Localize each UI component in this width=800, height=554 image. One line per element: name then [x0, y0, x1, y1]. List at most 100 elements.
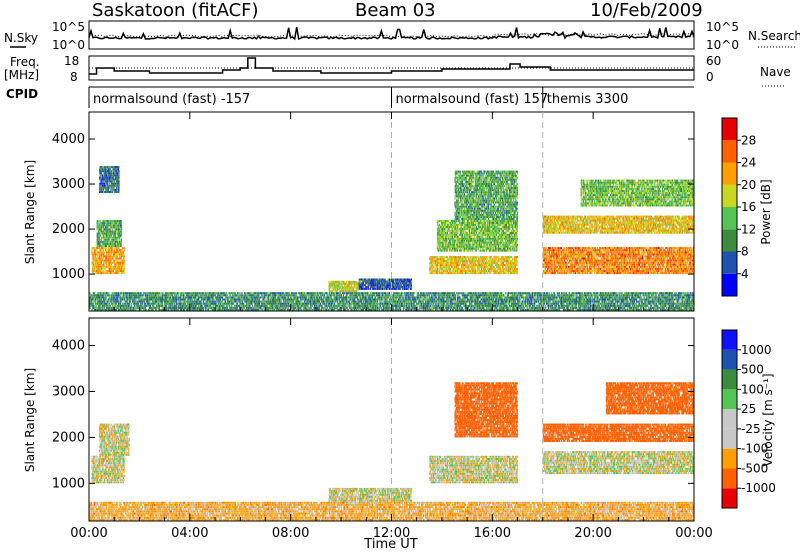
power-echo-cell — [112, 247, 113, 249]
power-echo-cell — [119, 237, 120, 239]
power-echo-cell — [121, 226, 122, 228]
power-echo-cell — [102, 174, 103, 176]
power-echo-cell — [105, 226, 106, 228]
power-echo-cell — [121, 245, 122, 247]
power-echo-cell — [117, 255, 118, 257]
power-echo-cell — [121, 222, 122, 224]
power-echo-cell — [119, 272, 120, 274]
power-echo-cell — [97, 222, 98, 224]
power-echo-cell — [95, 247, 96, 249]
power-echo-cell — [110, 237, 111, 239]
power-echo-cell — [99, 189, 100, 191]
power-echo-cell — [116, 228, 117, 230]
power-echo-cell — [116, 241, 117, 243]
power-echo-cell — [120, 233, 121, 235]
noise-tick-right-bottom: 10^0 — [706, 38, 739, 52]
power-echo-cell — [99, 255, 100, 257]
power-echo-cell — [116, 253, 117, 255]
power-echo-cell — [105, 170, 106, 172]
power-echo-cell — [119, 231, 120, 233]
power-echo-cell — [97, 249, 98, 251]
power-echo-cell — [105, 268, 106, 270]
power-echo-cell — [102, 251, 103, 253]
power-echo-cell — [116, 231, 117, 233]
power-echo-cell — [97, 220, 98, 222]
power-echo-cell — [114, 224, 115, 226]
power-echo-cell — [113, 258, 114, 260]
power-echo-cell — [97, 245, 98, 247]
power-echo-cell — [104, 245, 105, 247]
power-echo-cell — [124, 272, 125, 274]
power-echo-cell — [121, 239, 122, 241]
power-echo-cell — [106, 247, 107, 249]
power-echo-cell — [112, 228, 113, 230]
power-echo-cell — [116, 224, 117, 226]
power-echo-cell — [124, 258, 125, 260]
power-echo-cell — [121, 235, 122, 237]
power-echo-cell — [104, 183, 105, 185]
power-echo-cell — [117, 260, 118, 262]
power-echo-cell — [117, 251, 118, 253]
power-echo-cell — [99, 235, 100, 237]
power-echo-cell — [101, 179, 102, 181]
power-echo-cell — [114, 262, 115, 264]
power-echo-cell — [97, 224, 98, 226]
power-echo-cell — [100, 264, 101, 266]
power-echo-cell — [102, 253, 103, 255]
power-echo-cell — [124, 266, 125, 268]
freq-tick-bottom: 8 — [70, 70, 78, 84]
power-echo-cell — [122, 264, 123, 266]
power-echo-cell — [102, 245, 103, 247]
power-echo-cell — [117, 264, 118, 266]
power-echo-cell — [104, 262, 105, 264]
power-echo-cell — [115, 260, 116, 262]
power-echo-cell — [121, 249, 122, 251]
power-echo-cell — [106, 255, 107, 257]
power-echo-cell — [98, 226, 99, 228]
power-echo-cell — [110, 264, 111, 266]
power-echo-cell — [100, 220, 101, 222]
power-echo-cell — [111, 235, 112, 237]
power-echo-cell — [114, 249, 115, 251]
power-echo-cell — [124, 270, 125, 272]
noise-tick-left-bottom: 10^0 — [52, 38, 85, 52]
power-echo-cell — [118, 272, 119, 274]
power-echo-cell — [108, 251, 109, 253]
power-echo-cell — [113, 272, 114, 274]
nsearch-label: N.Search — [748, 29, 800, 43]
power-echo-cell — [99, 258, 100, 260]
power-echo-cell — [95, 251, 96, 253]
power-echo-cell — [104, 272, 105, 274]
power-echo-cell — [121, 268, 122, 270]
power-echo-cell — [109, 239, 110, 241]
radar-summary-plot: Saskatoon (fitACF) Beam 03 10/Feb/2009 N… — [0, 0, 800, 554]
power-echo-cell — [102, 168, 103, 170]
power-echo-cell — [102, 187, 103, 189]
power-echo-cell — [95, 264, 96, 266]
power-echo-cell — [115, 235, 116, 237]
power-echo-cell — [112, 241, 113, 243]
power-echo-cell — [111, 260, 112, 262]
power-echo-cell — [104, 181, 105, 183]
power-echo-cell — [103, 189, 104, 191]
noise-panel: N.Sky 10^5 10^0 10^5 10^0 N.Search — [4, 20, 800, 52]
power-echo-cell — [121, 243, 122, 245]
power-echo-cell — [115, 228, 116, 230]
power-echo-cell — [97, 241, 98, 243]
power-echo-cell — [93, 268, 94, 270]
power-echo-cell — [110, 224, 111, 226]
power-echo-cell — [100, 233, 101, 235]
power-echo-cell — [102, 166, 103, 168]
power-echo-cell — [100, 224, 101, 226]
power-echo-cell — [119, 228, 120, 230]
power-echo-cell — [118, 245, 119, 247]
power-echo-cell — [118, 270, 119, 272]
power-echo-cell — [102, 255, 103, 257]
power-echo-cell — [119, 239, 120, 241]
power-echo-cell — [101, 266, 102, 268]
power-echo-cell — [121, 231, 122, 233]
power-echo-cell — [112, 222, 113, 224]
power-echo-cell — [122, 272, 123, 274]
power-echo-cell — [105, 222, 106, 224]
power-echo-cell — [100, 235, 101, 237]
